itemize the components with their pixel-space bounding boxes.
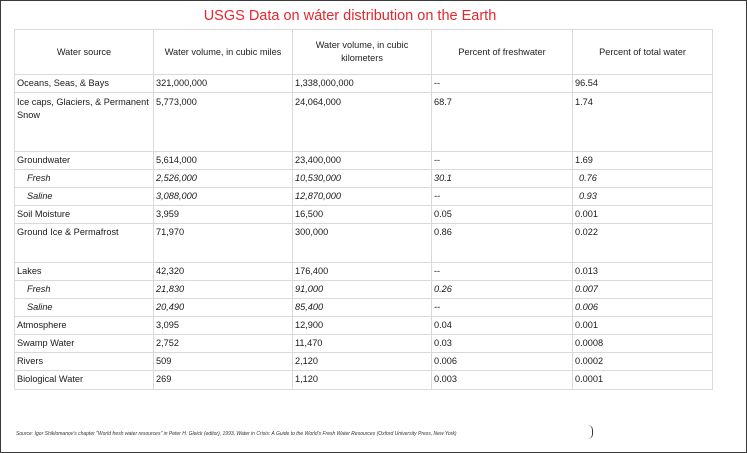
cell-km: 85,400 bbox=[292, 298, 432, 317]
cell-km: 1,120 bbox=[292, 370, 432, 390]
cell-miles: 509 bbox=[153, 352, 293, 371]
cell-km: 176,400 bbox=[292, 262, 432, 281]
cell-fresh: -- bbox=[431, 151, 573, 170]
cell-fresh: 0.05 bbox=[431, 205, 573, 224]
cell-source: Biological Water bbox=[14, 370, 154, 390]
cell-total: 0.001 bbox=[572, 316, 713, 335]
cell-total: 0.013 bbox=[572, 262, 713, 281]
cell-source: Groundwater bbox=[14, 151, 154, 170]
table-row: Oceans, Seas, & Bays 321,000,000 1,338,0… bbox=[14, 74, 713, 93]
table-row: Saline 3,088,000 12,870,000 -- 0.93 bbox=[14, 187, 713, 206]
cell-km: 300,000 bbox=[292, 223, 432, 263]
cell-km: 24,064,000 bbox=[292, 92, 432, 152]
cell-fresh: 68.7 bbox=[431, 92, 573, 152]
header-water-source: Water source bbox=[14, 29, 154, 75]
cell-fresh: 0.03 bbox=[431, 334, 573, 353]
source-citation: Source: Igor Shiklomanov's chapter "Worl… bbox=[16, 431, 457, 437]
cell-source: Fresh bbox=[14, 169, 154, 188]
cell-miles: 21,830 bbox=[153, 280, 293, 299]
cell-source: Swamp Water bbox=[14, 334, 154, 353]
cell-fresh: -- bbox=[431, 262, 573, 281]
water-distribution-table: Water source Water volume, in cubic mile… bbox=[14, 29, 713, 390]
cell-total: 0.007 bbox=[572, 280, 713, 299]
cell-km: 12,870,000 bbox=[292, 187, 432, 206]
cell-miles: 2,752 bbox=[153, 334, 293, 353]
cell-fresh: 0.04 bbox=[431, 316, 573, 335]
header-percent-total: Percent of total water bbox=[572, 29, 713, 75]
cell-km: 12,900 bbox=[292, 316, 432, 335]
cell-source: Soil Moisture bbox=[14, 205, 154, 224]
cell-fresh: 0.86 bbox=[431, 223, 573, 263]
cell-source: Ice caps, Glaciers, & Permanent Snow bbox=[14, 92, 154, 152]
cell-miles: 3,095 bbox=[153, 316, 293, 335]
cell-source: Fresh bbox=[14, 280, 154, 299]
cell-fresh: 0.26 bbox=[431, 280, 573, 299]
table-row: Ice caps, Glaciers, & Permanent Snow 5,7… bbox=[14, 92, 713, 152]
cell-fresh: 30.1 bbox=[431, 169, 573, 188]
cell-km: 23,400,000 bbox=[292, 151, 432, 170]
cell-total: 96.54 bbox=[572, 74, 713, 93]
table-row: Biological Water 269 1,120 0.003 0.0001 bbox=[14, 370, 713, 390]
cell-total: 1.74 bbox=[572, 92, 713, 152]
cell-source: Ground Ice & Permafrost bbox=[14, 223, 154, 263]
page-title: USGS Data on wáter distribution on the E… bbox=[203, 8, 497, 24]
header-percent-freshwater: Percent of freshwater bbox=[431, 29, 573, 75]
cell-miles: 3,959 bbox=[153, 205, 293, 224]
cell-source: Oceans, Seas, & Bays bbox=[14, 74, 154, 93]
table-row: Saline 20,490 85,400 -- 0.006 bbox=[14, 298, 713, 317]
cell-fresh: -- bbox=[431, 298, 573, 317]
cell-source: Saline bbox=[14, 187, 154, 206]
cell-total: 0.93 bbox=[572, 187, 713, 206]
table-row: Fresh 2,526,000 10,530,000 30.1 0.76 bbox=[14, 169, 713, 188]
cell-miles: 42,320 bbox=[153, 262, 293, 281]
table-row: Swamp Water 2,752 11,470 0.03 0.0008 bbox=[14, 334, 713, 353]
cell-km: 91,000 bbox=[292, 280, 432, 299]
cell-km: 2,120 bbox=[292, 352, 432, 371]
cell-fresh: -- bbox=[431, 187, 573, 206]
cell-km: 11,470 bbox=[292, 334, 432, 353]
cell-source: Atmosphere bbox=[14, 316, 154, 335]
cell-fresh: -- bbox=[431, 74, 573, 93]
cell-km: 1,338,000,000 bbox=[292, 74, 432, 93]
cell-miles: 2,526,000 bbox=[153, 169, 293, 188]
cell-fresh: 0.003 bbox=[431, 370, 573, 390]
cell-total: 0.001 bbox=[572, 205, 713, 224]
table-row: Fresh 21,830 91,000 0.26 0.007 bbox=[14, 280, 713, 299]
cell-miles: 3,088,000 bbox=[153, 187, 293, 206]
header-volume-miles: Water volume, in cubic miles bbox=[153, 29, 293, 75]
cell-total: 0.0001 bbox=[572, 370, 713, 390]
table-row: Lakes 42,320 176,400 -- 0.013 bbox=[14, 262, 713, 281]
cell-total: 1.69 bbox=[572, 151, 713, 170]
cell-miles: 71,970 bbox=[153, 223, 293, 263]
cell-miles: 20,490 bbox=[153, 298, 293, 317]
cell-source: Lakes bbox=[14, 262, 154, 281]
cell-miles: 321,000,000 bbox=[153, 74, 293, 93]
header-volume-km: Water volume, in cubic kilometers bbox=[292, 29, 432, 75]
table-header-row: Water source Water volume, in cubic mile… bbox=[14, 29, 713, 75]
table-row: Groundwater 5,614,000 23,400,000 -- 1.69 bbox=[14, 151, 713, 170]
table-row: Soil Moisture 3,959 16,500 0.05 0.001 bbox=[14, 205, 713, 224]
table-row: Rivers 509 2,120 0.006 0.0002 bbox=[14, 352, 713, 371]
cell-source: Saline bbox=[14, 298, 154, 317]
cell-source: Rivers bbox=[14, 352, 154, 371]
cell-total: 0.76 bbox=[572, 169, 713, 188]
cell-miles: 269 bbox=[153, 370, 293, 390]
table-row: Ground Ice & Permafrost 71,970 300,000 0… bbox=[14, 223, 713, 263]
cell-total: 0.006 bbox=[572, 298, 713, 317]
cell-miles: 5,614,000 bbox=[153, 151, 293, 170]
cell-total: 0.022 bbox=[572, 223, 713, 263]
table-row: Atmosphere 3,095 12,900 0.04 0.001 bbox=[14, 316, 713, 335]
cell-fresh: 0.006 bbox=[431, 352, 573, 371]
cell-km: 16,500 bbox=[292, 205, 432, 224]
bracket-mark bbox=[588, 425, 593, 439]
cell-total: 0.0002 bbox=[572, 352, 713, 371]
cell-total: 0.0008 bbox=[572, 334, 713, 353]
cell-miles: 5,773,000 bbox=[153, 92, 293, 152]
cell-km: 10,530,000 bbox=[292, 169, 432, 188]
